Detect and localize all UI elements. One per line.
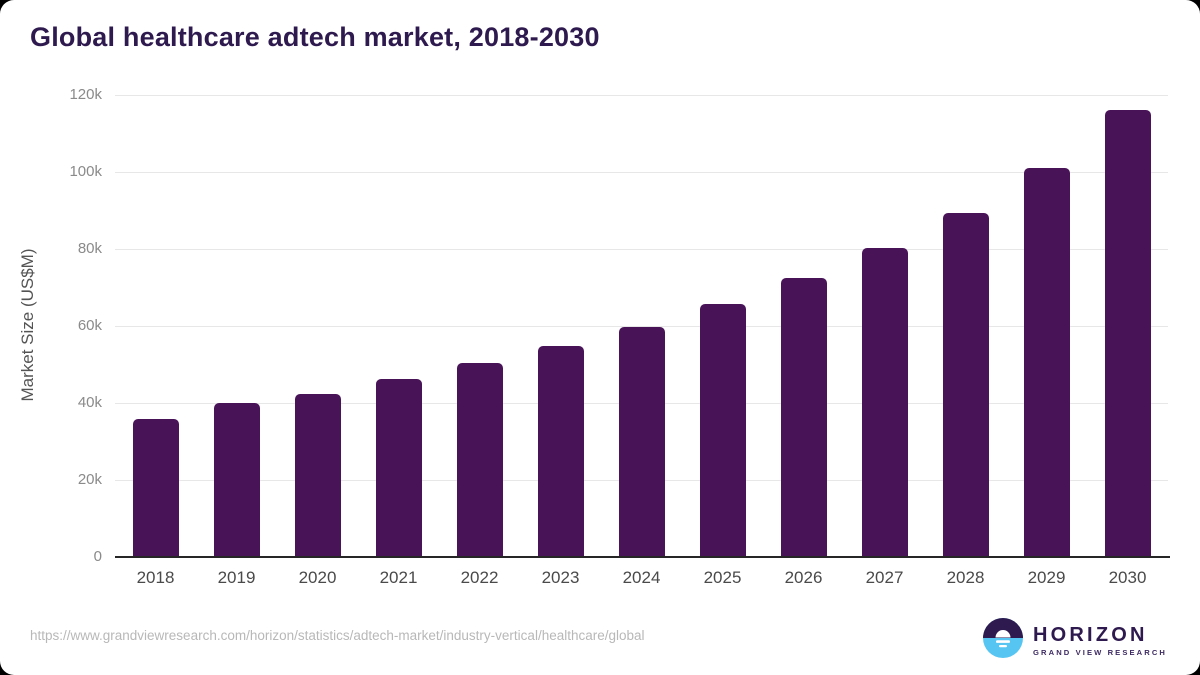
y-tick-label-100k: 100k — [69, 163, 102, 180]
x-tick-label-2028: 2028 — [946, 568, 985, 587]
bar-2030 — [1104, 110, 1151, 556]
source-url: https://www.grandviewresearch.com/horizo… — [30, 628, 645, 643]
x-tick-label-2026: 2026 — [784, 568, 823, 587]
bar-2027 — [861, 247, 908, 556]
bar-2029 — [1023, 167, 1070, 556]
gridline-100k — [115, 172, 1168, 173]
gridline-80k — [115, 249, 1168, 250]
bar-2023 — [537, 345, 584, 556]
bar-series — [115, 94, 1168, 556]
bar-2028 — [942, 213, 989, 556]
x-tick-label-2030: 2030 — [1108, 568, 1147, 587]
bar-2026 — [780, 277, 827, 556]
y-tick-label-60k: 60k — [77, 317, 102, 334]
bar-2019 — [213, 402, 260, 556]
gridline-120k — [115, 95, 1168, 96]
chart-title: Global healthcare adtech market, 2018-20… — [30, 22, 600, 52]
y-tick-label-120k: 120k — [69, 86, 102, 103]
x-tick-label-2023: 2023 — [541, 568, 580, 587]
horizon-logo-icon — [983, 618, 1024, 663]
bar-2025 — [699, 303, 746, 556]
bar-2018 — [132, 419, 179, 556]
x-tick-label-2025: 2025 — [703, 568, 742, 587]
bar-2021 — [375, 378, 422, 556]
y-tick-label-80k: 80k — [77, 240, 102, 257]
x-tick-label-2024: 2024 — [622, 568, 661, 587]
y-tick-label-40k: 40k — [77, 394, 102, 411]
brand-subtitle: GRAND VIEW RESEARCH — [1033, 648, 1167, 657]
x-tick-label-2029: 2029 — [1027, 568, 1066, 587]
x-tick-label-2018: 2018 — [136, 568, 175, 587]
brand-name: HORIZON — [1033, 624, 1148, 646]
y-axis-tick-labels: 0 20k 40k 60k 80k 100k 120k — [0, 87, 102, 565]
brand-logo-text: HORIZON GRAND VIEW RESEARCH — [1033, 624, 1167, 657]
x-axis-tick-labels: 2018 2019 2020 2021 2022 2023 2024 2025 2026 2027… — [115, 568, 1168, 588]
x-tick-label-2027: 2027 — [865, 568, 904, 587]
y-tick-label-0: 0 — [93, 548, 102, 565]
x-tick-label-2021: 2021 — [379, 568, 418, 587]
x-tick-label-2022: 2022 — [460, 568, 499, 587]
x-tick-label-2019: 2019 — [217, 568, 256, 587]
bar-2024 — [618, 326, 665, 556]
bar-2020 — [294, 393, 341, 556]
x-tick-label-2020: 2020 — [298, 568, 337, 587]
plot-area — [115, 94, 1170, 558]
y-tick-label-20k: 20k — [77, 471, 102, 488]
brand-logo: HORIZON GRAND VIEW RESEARCH — [983, 618, 1167, 663]
gridline-60k — [115, 326, 1168, 327]
x-axis-line — [115, 556, 1170, 558]
bar-2022 — [456, 362, 503, 556]
